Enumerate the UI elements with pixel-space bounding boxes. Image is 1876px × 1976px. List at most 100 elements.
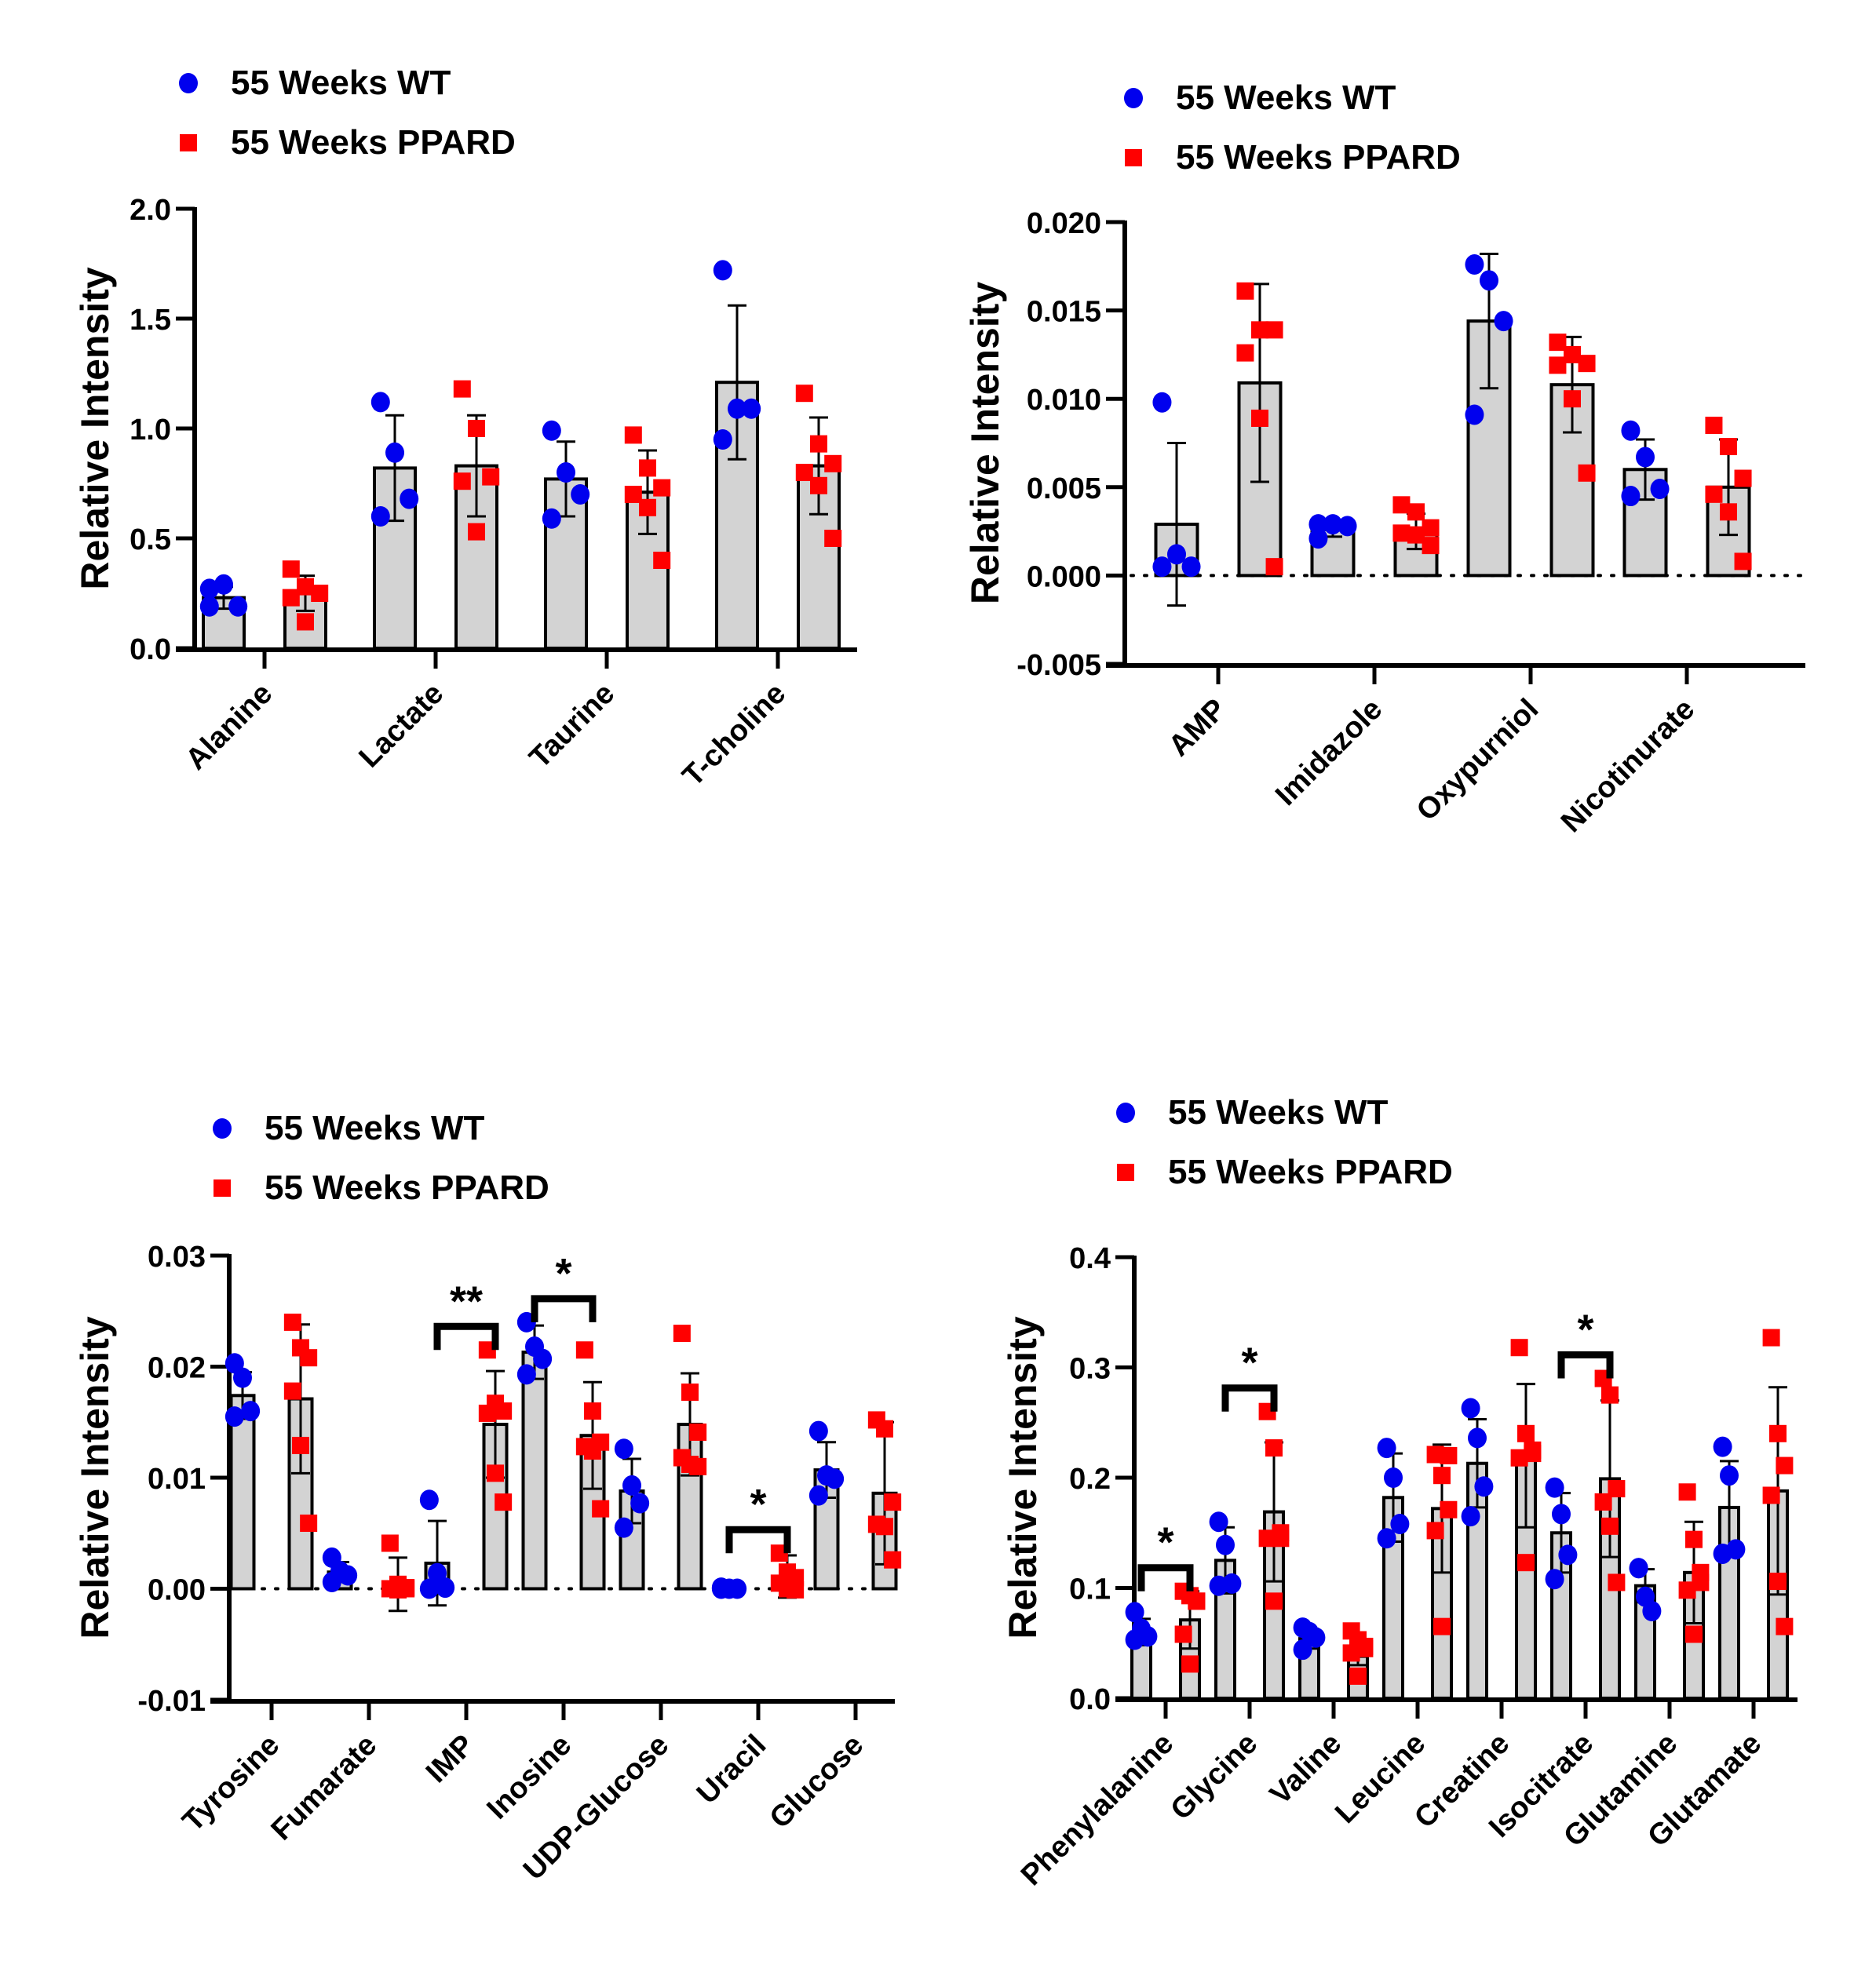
square-marker-icon bbox=[1125, 149, 1142, 166]
data-point-ppard bbox=[297, 578, 314, 596]
data-point-ppard bbox=[575, 1341, 593, 1359]
legend-label-ppard: 55 Weeks PPARD bbox=[231, 123, 516, 162]
data-point-ppard bbox=[282, 560, 300, 578]
data-point-ppard bbox=[478, 1341, 496, 1359]
data-point-wt bbox=[1545, 1569, 1564, 1590]
data-point-ppard bbox=[1265, 321, 1283, 339]
data-point-wt bbox=[338, 1565, 358, 1586]
data-point-wt bbox=[1308, 528, 1328, 549]
y-tick-label: 0.00 bbox=[148, 1574, 206, 1607]
y-tick-label: 0.015 bbox=[1027, 296, 1101, 329]
y-tick-label: 1.0 bbox=[130, 414, 171, 447]
data-point-wt bbox=[1323, 514, 1342, 535]
data-point-ppard bbox=[300, 1349, 318, 1367]
data-point-wt bbox=[1152, 556, 1172, 578]
data-point-ppard bbox=[300, 1515, 318, 1533]
data-point-wt bbox=[1629, 1558, 1648, 1579]
data-point-ppard bbox=[1433, 1617, 1451, 1635]
data-point-ppard bbox=[624, 486, 642, 503]
data-point-ppard bbox=[1258, 1529, 1276, 1548]
significance-bracket bbox=[531, 1295, 597, 1322]
data-point-wt bbox=[1167, 544, 1186, 565]
data-point-ppard bbox=[1594, 1493, 1612, 1511]
data-point-wt bbox=[728, 398, 746, 419]
y-tick-label: 0.02 bbox=[148, 1352, 206, 1385]
data-point-wt bbox=[825, 1468, 845, 1489]
data-point-ppard bbox=[381, 1534, 399, 1552]
significance-label: * bbox=[1577, 1307, 1593, 1354]
data-point-ppard bbox=[810, 476, 827, 494]
y-tick-label: 0.1 bbox=[1069, 1573, 1111, 1606]
data-point-wt bbox=[199, 578, 219, 600]
significance-bracket bbox=[433, 1322, 499, 1351]
data-point-ppard bbox=[468, 523, 485, 541]
data-point-wt bbox=[1720, 1465, 1739, 1486]
data-point-wt bbox=[228, 596, 248, 617]
y-tick-label: 0.020 bbox=[1027, 207, 1101, 240]
legend-label-wt: 55 Weeks WT bbox=[265, 1109, 485, 1147]
data-point-wt bbox=[1642, 1601, 1662, 1622]
data-point-wt bbox=[1308, 514, 1328, 535]
data-point-wt bbox=[808, 1485, 828, 1506]
data-point-ppard bbox=[1510, 1449, 1528, 1467]
data-point-wt bbox=[1181, 556, 1201, 578]
significance-label: * bbox=[555, 1250, 571, 1297]
x-tick-label: Phenylalanine bbox=[1015, 1727, 1180, 1892]
data-point-wt bbox=[1545, 1477, 1564, 1498]
data-point-ppard bbox=[1251, 321, 1268, 339]
data-point-ppard bbox=[1762, 1486, 1780, 1504]
legend-label-wt: 55 Weeks WT bbox=[1168, 1093, 1389, 1132]
chart-panel-1: 0.0 0.5 1.0 1.5 2.0 Relative Intensity Alanine… bbox=[0, 0, 903, 906]
data-point-ppard bbox=[495, 1402, 513, 1420]
data-point-ppard bbox=[1356, 1639, 1374, 1657]
significance-bracket bbox=[725, 1526, 791, 1554]
data-point-wt bbox=[1216, 1534, 1235, 1555]
data-point-wt bbox=[1713, 1436, 1732, 1457]
y-tick-label: 0.0 bbox=[1069, 1683, 1111, 1716]
significance-bracket bbox=[1137, 1564, 1194, 1591]
data-point-ppard bbox=[681, 1384, 699, 1402]
data-point-wt bbox=[1152, 392, 1172, 413]
data-point-ppard bbox=[1776, 1617, 1794, 1635]
legend-panel-3: 55 Weeks WT 55 Weeks PPARD bbox=[191, 1099, 549, 1218]
data-point-ppard bbox=[1407, 503, 1425, 521]
data-point-ppard bbox=[397, 1580, 415, 1598]
data-point-ppard bbox=[282, 589, 300, 607]
data-point-wt bbox=[224, 1406, 244, 1427]
data-point-ppard bbox=[584, 1402, 601, 1420]
x-tick-label: Valine bbox=[1264, 1727, 1348, 1811]
legend-item-ppard: 55 Weeks PPARD bbox=[157, 113, 516, 173]
legend-item-wt: 55 Weeks WT bbox=[1102, 68, 1461, 128]
data-point-wt bbox=[1558, 1544, 1578, 1566]
y-tick-label: -0.01 bbox=[137, 1685, 206, 1718]
data-point-wt bbox=[400, 488, 419, 509]
data-point-ppard bbox=[495, 1493, 513, 1511]
data-point-wt bbox=[516, 1364, 536, 1385]
data-point-wt bbox=[1650, 479, 1670, 500]
square-marker-icon bbox=[180, 134, 197, 151]
y-tick-label: 0.0 bbox=[130, 633, 171, 666]
bar-ppard bbox=[454, 464, 498, 650]
data-point-ppard bbox=[292, 1436, 309, 1454]
data-point-wt bbox=[419, 1489, 439, 1511]
data-point-ppard bbox=[1517, 1554, 1535, 1572]
data-point-ppard bbox=[468, 420, 485, 437]
data-point-wt bbox=[419, 1578, 439, 1599]
data-point-wt bbox=[436, 1577, 455, 1599]
y-tick-label: 1.5 bbox=[130, 304, 171, 337]
y-tick-label: 0.4 bbox=[1069, 1242, 1111, 1275]
significance-label: * bbox=[1241, 1340, 1257, 1387]
data-point-wt bbox=[370, 392, 390, 413]
data-point-ppard bbox=[1392, 496, 1411, 514]
legend-item-ppard: 55 Weeks PPARD bbox=[1094, 1143, 1453, 1202]
data-point-ppard bbox=[1564, 345, 1581, 363]
data-point-wt bbox=[742, 398, 761, 419]
data-point-ppard bbox=[1685, 1530, 1703, 1548]
data-point-ppard bbox=[1181, 1655, 1199, 1673]
data-point-ppard bbox=[1692, 1573, 1710, 1591]
data-point-wt bbox=[322, 1572, 341, 1593]
data-point-ppard bbox=[653, 479, 671, 497]
data-point-ppard bbox=[1578, 464, 1596, 482]
